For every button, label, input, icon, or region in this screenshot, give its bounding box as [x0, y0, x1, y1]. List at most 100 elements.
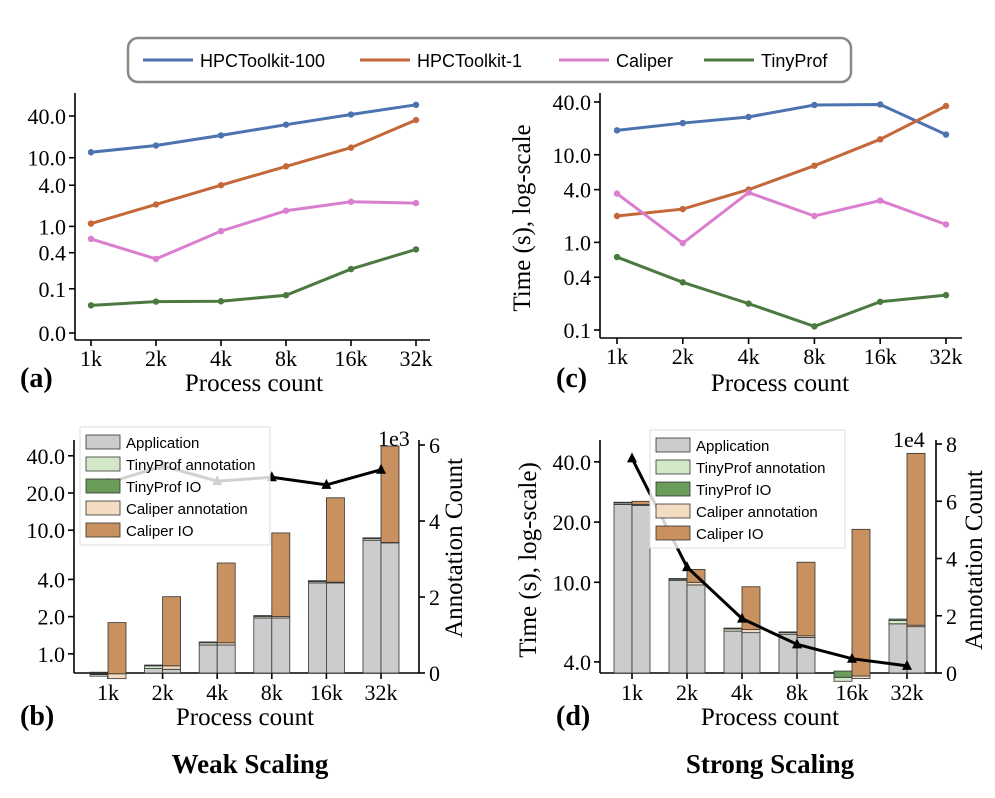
bar-tinyprof-io-8k: [778, 631, 798, 634]
chart-b-ytick-label: 2.0: [38, 605, 66, 630]
chart-d-y2tick-label: 0: [946, 661, 957, 686]
bar-caliper-application-8k: [796, 637, 816, 674]
chart-a-ytick-label: 0.0: [39, 321, 67, 346]
bar-tinyprof-io-4k: [723, 627, 743, 630]
top-legend: HPCToolkit-100 HPCToolkit-1 Caliper Tiny…: [126, 36, 853, 84]
bar-tinyprof-io-32k: [362, 537, 382, 540]
legend-swatch-application: [85, 434, 121, 450]
bar-caliper-application-1k: [631, 505, 651, 674]
data-point-hpctoolkit-100: [412, 101, 420, 109]
bar-tinyprof-io-16k: [833, 670, 853, 678]
legend-label-application: Application: [696, 438, 769, 455]
chart-d-ylabel: Time (s), log-scale): [515, 462, 542, 658]
data-point-tinyprof: [217, 298, 225, 305]
chart-c-ytick-label: 0.4: [564, 265, 592, 290]
bar-caliper-application-32k: [380, 542, 400, 674]
annotation-count-marker: [627, 452, 637, 463]
legend-label-caliper: Caliper: [616, 51, 673, 71]
chart-a-axes: 0.0 0.1 0.41.0 4.010.0 40.0 1k 2k 4k 8k 16k 32k: [28, 93, 433, 371]
annotation-count-line: [630, 457, 908, 668]
chart-b-xtick-label: 4k: [206, 680, 228, 705]
chart-b-ytick-label: 1.0: [38, 642, 66, 667]
chart-a-xtick-label: 2k: [145, 346, 167, 371]
chart-b-ytick-label: 10.0: [27, 518, 66, 543]
annotation-count-marker: [847, 652, 857, 663]
bar-tinyprof-application-2k: [144, 668, 164, 674]
data-point-hpctoolkit-100: [942, 131, 950, 138]
chart-c-ytick-label: 1.0: [564, 230, 592, 255]
chart-b-axes: 1.0 2.0 4.0 10.0 20.0 40.0 0 2 4 6 1k 2k 4k 8k 16k 32k: [27, 433, 441, 705]
series-line-caliper: [616, 190, 947, 246]
chart-d-xlabel: Process count: [701, 704, 839, 731]
chart-a-ytick-label: 40.0: [28, 104, 67, 129]
top-legend-frame: [126, 36, 853, 84]
legend-swatch-tinyprof-annotation: [85, 456, 121, 472]
bar-tinyprof-application-4k: [198, 644, 218, 674]
annotation-count-marker: [902, 659, 912, 670]
data-point-hpctoolkit-100: [877, 101, 884, 108]
chart-b-xtick-label: 16k: [310, 680, 343, 705]
bar-tinyprof-io-32k: [888, 618, 908, 621]
bar-tinyprof-application-32k: [362, 539, 382, 674]
bar-caliper-io-16k: [851, 528, 871, 677]
data-point-hpctoolkit-1: [613, 212, 621, 220]
chart-c-ylabel: Time (s), log-scale: [509, 124, 536, 311]
bar-tinyprof-io-2k: [144, 664, 164, 667]
chart-a-series: [87, 101, 420, 309]
data-point-caliper: [217, 227, 225, 235]
data-point-hpctoolkit-1: [217, 182, 225, 189]
chart-b-xtick-label: 32k: [365, 680, 398, 705]
chart-c-ytick-label: 10.0: [553, 143, 592, 168]
legend-swatch-tinyprof-annotation: [655, 459, 691, 475]
legend-label-caliper-io: Caliper IO: [126, 523, 194, 540]
data-point-caliper: [613, 190, 621, 197]
chart-d-ytick-label: 4.0: [564, 650, 592, 675]
panel-label-d: (d): [556, 701, 590, 732]
chart-d-axes: 4.0 10.0 20.0 40.0 0 2 4 6 8 1k 2k 4k 8k 16k 32k: [553, 432, 958, 705]
legend-swatch-tinyprof-io: [85, 478, 121, 494]
bar-caliper-io-4k: [741, 586, 761, 631]
data-point-tinyprof: [745, 300, 752, 307]
chart-c-axes: 0.1 0.4 1.0 4.0 10.0 40.0 1k 2k 4k 8k 16k 32k: [553, 90, 963, 369]
data-point-hpctoolkit-100: [679, 119, 686, 127]
chart-d: 4.0 10.0 20.0 40.0 0 2 4 6 8 1k 2k 4k 8k 16k 32k Appli…: [515, 427, 988, 732]
bar-caliper-io-2k: [162, 596, 182, 667]
chart-a-xtick-label: 8k: [275, 346, 297, 371]
data-point-tinyprof: [877, 298, 884, 305]
data-point-tinyprof: [87, 302, 95, 309]
legend-swatch-tinyprof-io: [655, 481, 691, 497]
data-point-hpctoolkit-100: [347, 111, 355, 118]
chart-d-ytick-label: 10.0: [553, 570, 592, 595]
data-point-caliper: [942, 221, 950, 228]
bar-caliper-io-16k: [325, 497, 345, 583]
legend-label-caliper-io: Caliper IO: [696, 526, 764, 543]
chart-a-xlabel: Process count: [185, 370, 323, 397]
chart-c-series: [613, 101, 950, 330]
chart-c-xtick-label: 4k: [738, 344, 760, 369]
bar-tinyprof-io-16k: [307, 580, 327, 582]
chart-b-y2label: Annotation Count: [441, 458, 468, 638]
chart-c-xtick-label: 2k: [672, 344, 694, 369]
chart-d-xtick-label: 4k: [731, 680, 753, 705]
chart-a: 0.0 0.1 0.41.0 4.010.0 40.0 1k 2k 4k 8k 16k 32k (a…: [20, 93, 433, 397]
legend-label-hpctoolkit-100: HPCToolkit-100: [200, 51, 325, 71]
legend-label-hpctoolkit-1: HPCToolkit-1: [417, 51, 522, 71]
data-point-tinyprof: [412, 246, 420, 253]
chart-d-y2label: Annotation Count: [961, 470, 988, 650]
series-line-hpctoolkit-1: [616, 104, 947, 218]
bar-caliper-application-4k: [216, 644, 236, 674]
data-point-hpctoolkit-100: [87, 149, 95, 156]
data-point-hpctoolkit-1: [679, 205, 686, 213]
chart-b-y2tick-label: 6: [429, 433, 440, 458]
chart-a-ytick-label: 4.0: [39, 173, 67, 198]
bar-caliper-io-8k: [271, 532, 291, 617]
chart-a-ytick-label: 0.1: [39, 277, 67, 302]
chart-b-legend: Application TinyProf annotation TinyProf I…: [79, 426, 271, 546]
data-point-caliper: [679, 239, 686, 247]
chart-d-bars: [613, 452, 926, 682]
bar-tinyprof-io-2k: [668, 578, 688, 580]
bar-tinyprof-annotation-16k: [833, 676, 853, 682]
chart-a-xtick-label: 16k: [335, 346, 368, 371]
bar-tinyprof-application-1k: [613, 504, 633, 674]
